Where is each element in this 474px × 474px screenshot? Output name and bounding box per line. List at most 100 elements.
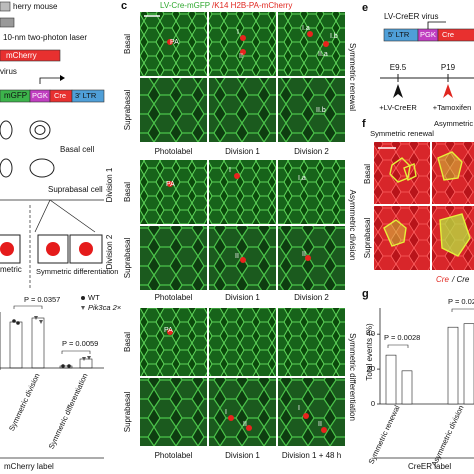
dot xyxy=(87,356,91,360)
panel-f: f Symmetric renewal Asymmetric division … xyxy=(362,118,474,284)
title-red: /K14 H2B-PA-mCherry xyxy=(212,1,292,10)
legend-marker xyxy=(81,306,85,310)
dot xyxy=(39,320,43,324)
legend-box xyxy=(0,1,11,12)
panel-letter: e xyxy=(362,2,368,14)
promoter-arrow xyxy=(39,77,62,84)
construct-label: PGK xyxy=(32,91,48,100)
nucleus-icon xyxy=(0,242,14,256)
nucleus-spot xyxy=(305,255,311,261)
column-label: Photolabel xyxy=(155,451,193,460)
division-1: Division 1 xyxy=(105,167,114,202)
p-value: P = 0.0357 xyxy=(24,295,60,304)
nucleus-spot xyxy=(234,173,240,179)
nucleus-spot xyxy=(240,49,246,55)
construct-label: 3' LTR xyxy=(75,91,97,100)
legend-label: Pik3ca 2× xyxy=(88,303,121,312)
construct-label: Cre xyxy=(54,91,66,100)
bar xyxy=(9,321,23,369)
y-tick-label: 20 xyxy=(367,364,375,373)
arrow xyxy=(393,84,403,98)
nucleus-icon xyxy=(46,242,60,256)
dot xyxy=(12,319,16,323)
cell-outline xyxy=(383,219,407,247)
virus: LV-CreER virus xyxy=(384,12,439,21)
cell-annotation: II xyxy=(318,421,322,428)
division-2: Division 2 xyxy=(105,234,114,269)
y-label: Total events (%) xyxy=(365,323,374,381)
cell-outline xyxy=(439,213,471,257)
cell-annotation: PA xyxy=(164,327,173,334)
arrow xyxy=(443,84,453,98)
cell-annotation: I xyxy=(229,167,231,174)
outcome: metric xyxy=(0,265,22,274)
x-label: Symmetric renewal xyxy=(367,404,402,466)
panel-g: g Total events (%) P = 0.0028 P = 0.025 … xyxy=(362,288,474,471)
nucleus-spot xyxy=(240,257,246,263)
nucleus-spot xyxy=(321,427,327,433)
dot xyxy=(34,316,38,320)
column-label: Symmetric renewal xyxy=(370,129,434,138)
cell-icon xyxy=(37,234,69,264)
nucleus-spot xyxy=(303,413,309,419)
bar xyxy=(385,354,397,405)
row-label: Basal xyxy=(363,164,372,184)
cell-icon xyxy=(0,158,13,178)
cell-annotation: I.a xyxy=(298,175,306,182)
cell-annotation: I xyxy=(237,29,239,36)
outcome-label: Symmetric renewal xyxy=(348,43,357,111)
cell-annotation: I.a xyxy=(302,25,310,32)
dot xyxy=(16,321,20,325)
micrograph xyxy=(140,160,207,224)
nucleus-spot xyxy=(240,35,246,41)
lineage-line xyxy=(49,199,96,233)
micrograph xyxy=(374,142,430,204)
cell-icon xyxy=(0,234,21,264)
nucleus-spot xyxy=(167,39,173,45)
micrograph xyxy=(140,378,207,446)
micrograph xyxy=(374,206,430,270)
cell-annotation: II xyxy=(239,53,243,60)
caption: / Cre xyxy=(451,275,470,284)
arrow-head xyxy=(60,75,65,81)
cell-icon xyxy=(29,120,51,140)
row-label: Suprabasal xyxy=(123,392,132,433)
x-label: Symmetric differentiation xyxy=(47,372,90,450)
outcome-label: Symmetric differentiation xyxy=(348,333,357,421)
cell-outline xyxy=(437,151,463,181)
micrograph xyxy=(209,12,276,76)
micrograph xyxy=(278,308,345,376)
nucleus-spot xyxy=(307,31,313,37)
column-label: Division 1 xyxy=(225,451,260,460)
legend-marker xyxy=(81,296,85,300)
micrograph xyxy=(278,160,345,224)
lineage-line xyxy=(34,199,51,233)
cell-annotation: II xyxy=(235,253,239,260)
micrograph xyxy=(209,378,276,446)
cell-annotation: PA xyxy=(170,39,179,46)
construct-label: mGFP xyxy=(4,91,27,100)
cell-annotation: II xyxy=(243,421,247,428)
dot xyxy=(67,364,71,368)
column-label: Division 1 + 48 h xyxy=(282,451,341,460)
cell-annotation: II xyxy=(302,251,306,258)
micrograph xyxy=(278,378,345,446)
cell-icon xyxy=(29,158,55,178)
construct-box xyxy=(71,89,105,103)
row-label: Suprabasal xyxy=(123,90,132,131)
sig-bracket xyxy=(451,308,474,312)
caption: Cre xyxy=(436,275,449,284)
micrograph xyxy=(278,78,345,142)
construct-label: PGK xyxy=(420,30,436,39)
cell-annotation: II.b xyxy=(316,107,326,114)
micrograph xyxy=(140,12,207,76)
bar xyxy=(31,317,45,369)
treatment: +LV-CreER xyxy=(379,103,417,112)
bar xyxy=(463,323,474,405)
title-green: LV-Cre-mGFP xyxy=(160,1,210,10)
reporter-box xyxy=(0,49,61,62)
micrograph xyxy=(278,12,345,76)
row-label: Basal xyxy=(123,182,132,202)
micrograph xyxy=(209,308,276,376)
